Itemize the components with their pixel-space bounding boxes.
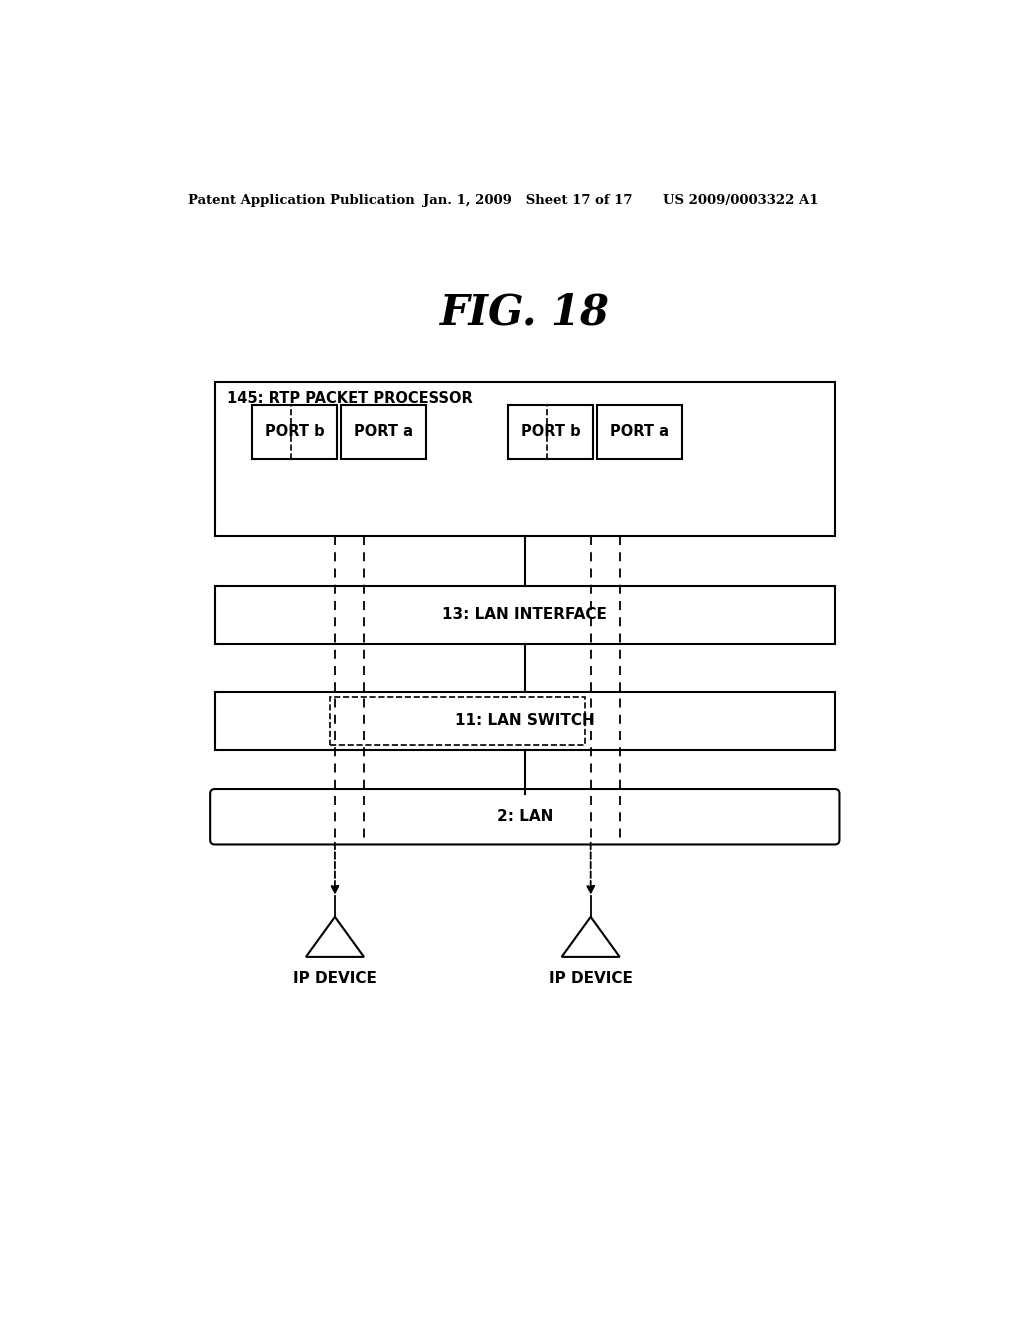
Text: PORT b: PORT b <box>520 424 581 440</box>
Bar <box>341 405 426 459</box>
Text: FIG. 18: FIG. 18 <box>439 292 610 334</box>
Text: Patent Application Publication: Patent Application Publication <box>188 194 415 207</box>
Bar <box>508 405 593 459</box>
Bar <box>291 405 337 459</box>
Text: 145: RTP PACKET PROCESSOR: 145: RTP PACKET PROCESSOR <box>227 391 473 407</box>
Text: Jan. 1, 2009   Sheet 17 of 17: Jan. 1, 2009 Sheet 17 of 17 <box>423 194 632 207</box>
Bar <box>215 586 835 644</box>
FancyBboxPatch shape <box>210 789 840 845</box>
Text: US 2009/0003322 A1: US 2009/0003322 A1 <box>663 194 818 207</box>
Text: IP DEVICE: IP DEVICE <box>293 972 377 986</box>
Text: PORT a: PORT a <box>610 424 669 440</box>
Text: PORT a: PORT a <box>354 424 414 440</box>
Text: IP DEVICE: IP DEVICE <box>549 972 633 986</box>
Bar <box>252 405 337 459</box>
Text: 13: LAN INTERFACE: 13: LAN INTERFACE <box>442 607 607 622</box>
Text: 2: LAN: 2: LAN <box>497 809 553 824</box>
Bar <box>215 692 835 750</box>
Text: 11: LAN SWITCH: 11: LAN SWITCH <box>455 713 595 729</box>
Bar <box>330 697 586 744</box>
Text: PORT b: PORT b <box>265 424 325 440</box>
Bar <box>215 381 835 536</box>
Bar <box>597 405 682 459</box>
Bar <box>547 405 593 459</box>
